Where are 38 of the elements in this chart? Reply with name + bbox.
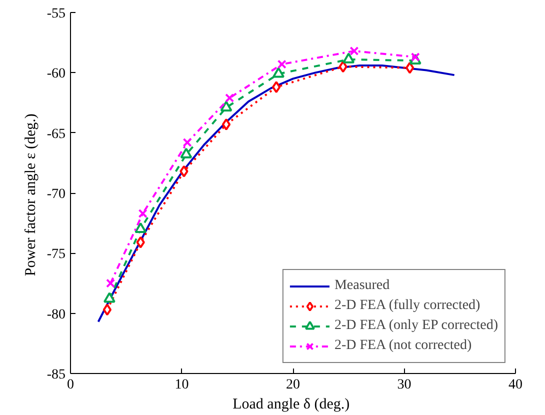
point [342, 52, 355, 64]
legend-label: 2-D FEA (only EP corrected) [334, 318, 498, 334]
x-tick-label: 20 [286, 378, 300, 392]
y-axis-title: Power factor angle ε (deg.) [22, 114, 39, 276]
point [134, 222, 147, 233]
point [222, 118, 231, 130]
y-tick-label: -65 [46, 126, 66, 142]
legend-label: 2-D FEA (not corrected) [334, 338, 472, 354]
y-tick-label: -55 [46, 6, 66, 22]
point [180, 165, 188, 178]
y-tick-label: -60 [46, 66, 66, 82]
point [106, 278, 116, 288]
x-tick-label: 40 [508, 378, 522, 392]
point [103, 292, 116, 303]
point [182, 138, 192, 147]
y-tick-label: -70 [46, 187, 66, 202]
point [272, 67, 285, 78]
point [410, 52, 420, 62]
point [277, 60, 286, 69]
point [136, 236, 145, 248]
point [405, 62, 414, 74]
point [350, 46, 359, 56]
point [102, 304, 112, 316]
point [272, 81, 281, 94]
y-tick-label: -80 [46, 307, 66, 322]
legend-label: 2-D FEA (fully corrected) [334, 298, 480, 314]
point [220, 100, 232, 112]
y-tick-label: -85 [46, 368, 66, 382]
y-tick-label: -75 [46, 247, 66, 262]
x-tick-label: 0 [67, 378, 74, 392]
legend-label: Measured [334, 278, 390, 294]
x-axis-title: Load angle δ (deg.) [232, 396, 350, 412]
point [138, 208, 148, 218]
point [338, 60, 348, 73]
x-tick-label: 10 [174, 378, 189, 392]
x-tick-label: 30 [397, 378, 412, 392]
point [180, 148, 192, 158]
point [225, 93, 234, 102]
